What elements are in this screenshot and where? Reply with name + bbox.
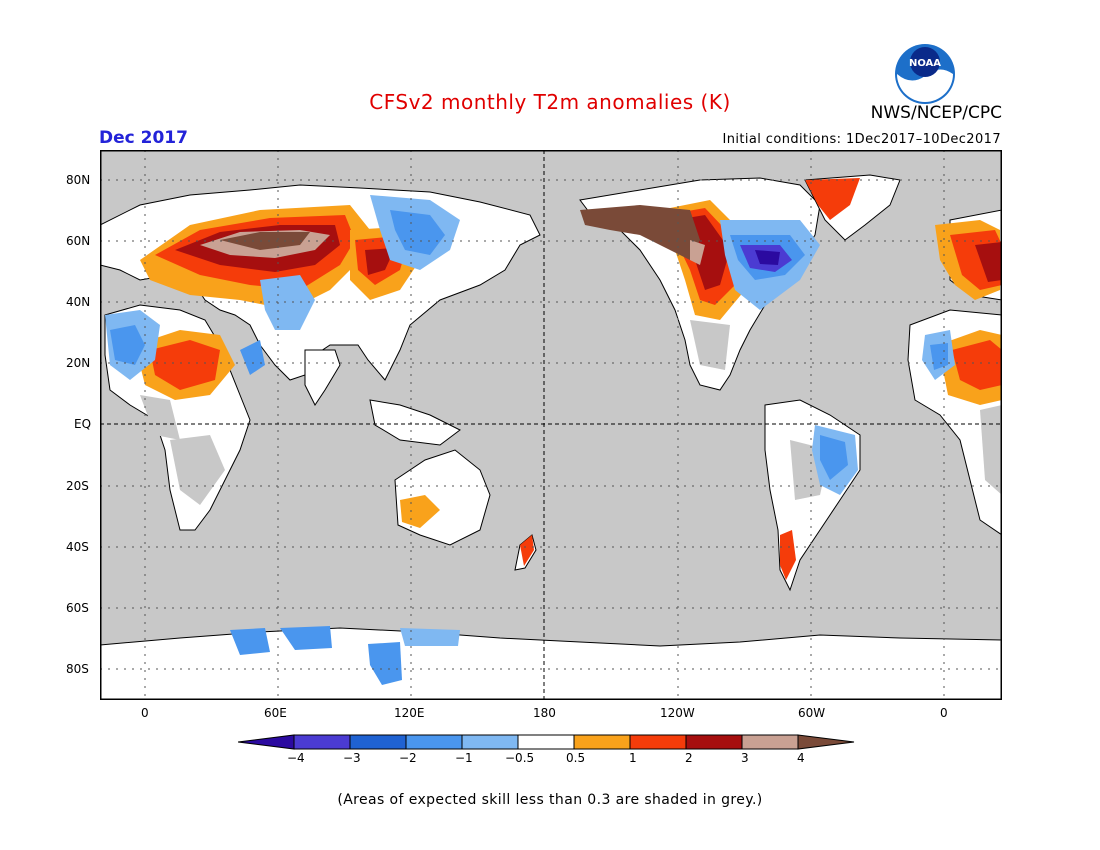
cold-anomalies (105, 195, 955, 685)
noaa-logo: NOAA (895, 44, 955, 104)
lat-label-eq: EQ (74, 417, 92, 431)
lat-label-40n: 40N (66, 295, 91, 309)
lat-label-60s: 60S (66, 601, 89, 615)
org-label: NWS/NCEP/CPC (870, 103, 1002, 123)
logo-text: NOAA (909, 58, 941, 69)
colorbar-tick: −4 (287, 751, 305, 765)
initial-conditions: Initial conditions: 1Dec2017–10Dec2017 (722, 132, 1001, 147)
colorbar-tick: −0.5 (505, 751, 535, 765)
colorbar-tick: 4 (797, 751, 805, 765)
india-land (304, 349, 341, 406)
map-title: CFSv2 monthly T2m anomalies (K) (369, 90, 731, 114)
colorbar-tick: 2 (685, 751, 693, 765)
colorbar-segment (517, 734, 575, 750)
anomaly-map (100, 150, 1002, 700)
colorbar-segment (349, 734, 407, 750)
colorbar-segment (685, 734, 743, 750)
lon-label-180: 180 (533, 706, 556, 720)
colorbar-segment (797, 734, 855, 750)
lat-label-80s: 80S (66, 662, 89, 676)
lon-label-60e: 60E (264, 706, 287, 720)
colorbar-tick: 0.5 (566, 751, 586, 765)
lat-label-40s: 40S (66, 540, 89, 554)
colorbar-segment (405, 734, 463, 750)
colorbar (238, 734, 855, 750)
colorbar-segment (629, 734, 687, 750)
lat-label-80n: 80N (66, 173, 91, 187)
lat-label-20s: 20S (66, 479, 89, 493)
lon-label-0-right: 0 (940, 706, 948, 720)
valid-month: Dec 2017 (99, 128, 188, 148)
colorbar-tick: −3 (343, 751, 361, 765)
colorbar-tick: −2 (399, 751, 417, 765)
colorbar-segment (461, 734, 519, 750)
colorbar-tick: −1 (455, 751, 473, 765)
map-frame (100, 150, 1002, 700)
colorbar-segment (573, 734, 631, 750)
lon-label-0: 0 (141, 706, 149, 720)
colorbar-segment (238, 734, 295, 750)
colorbar-ticks: −4 −3 −2 −1 −0.5 0.5 1 2 3 4 (238, 751, 862, 767)
colorbar-tick: 1 (629, 751, 637, 765)
colorbar-segment (741, 734, 799, 750)
maritime-asia (369, 399, 461, 446)
colorbar-segment (293, 734, 351, 750)
footnote: (Areas of expected skill less than 0.3 a… (337, 792, 763, 808)
lat-label-20n: 20N (66, 356, 91, 370)
colorbar-tick: 3 (741, 751, 749, 765)
lat-label-60n: 60N (66, 234, 91, 248)
lon-label-120e: 120E (394, 706, 425, 720)
lon-label-60w: 60W (798, 706, 826, 720)
lon-label-120w: 120W (660, 706, 695, 720)
equator-dateline (100, 150, 1002, 700)
